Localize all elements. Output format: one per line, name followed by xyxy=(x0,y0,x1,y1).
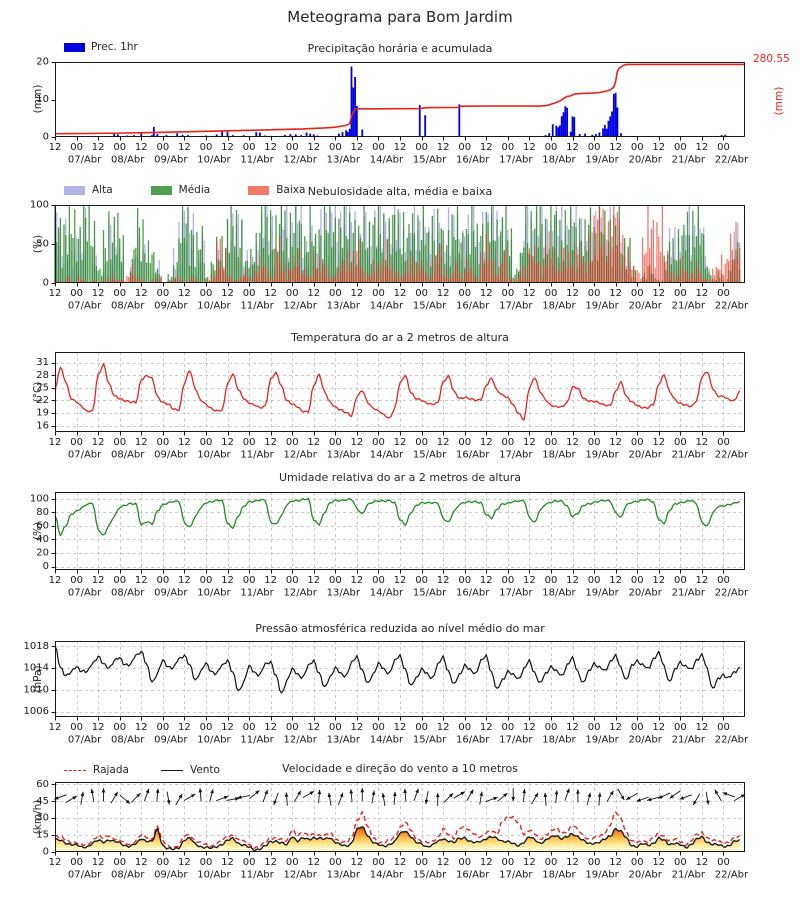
baixa-legend-label: Baixa xyxy=(276,184,306,196)
clouds-chart-title: Nebulosidade alta, média e baixa xyxy=(307,185,493,198)
pressure-chart-title: Pressão atmosférica reduzida ao nível mé… xyxy=(255,622,545,635)
media-legend-swatch xyxy=(150,185,172,195)
vento-legend-label: Vento xyxy=(189,764,220,776)
precip-chart-title: Precipitação horária e acumulada xyxy=(307,42,493,55)
page-title: Meteograma para Bom Jardim xyxy=(287,8,513,26)
temp-chart-title: Temperatura do ar a 2 metros de altura xyxy=(291,331,509,344)
rajada-legend-label: Rajada xyxy=(93,764,129,776)
precip-ylabel: (mm) xyxy=(32,84,44,114)
clouds-ylabel: (%) xyxy=(32,234,44,254)
precip-legend-label: Prec. 1hr xyxy=(91,41,138,53)
wind-chart-title: Velocidade e direção do vento a 10 metro… xyxy=(282,762,518,775)
precip-legend-swatch xyxy=(64,42,85,52)
alta-legend-swatch xyxy=(64,185,85,195)
humidity-chart-title: Umidade relativa do ar a 2 metros de alt… xyxy=(278,471,522,484)
temp-ylabel: (°C) xyxy=(32,381,44,403)
rajada-legend-line xyxy=(64,769,86,771)
wind-legend: Rajada Vento xyxy=(64,764,220,776)
pressure-ylabel: (hPa) xyxy=(32,665,44,693)
clouds-legend: Alta Média Baixa xyxy=(64,184,305,196)
media-legend-label: Média xyxy=(178,184,211,196)
baixa-legend-swatch xyxy=(248,185,270,195)
alta-legend-label: Alta xyxy=(92,184,113,196)
vento-legend-line xyxy=(160,769,183,771)
wind-ylabel: (km/h) xyxy=(32,799,44,835)
accum-total-annotation: 280.55 xyxy=(753,53,790,65)
precip-legend: Prec. 1hr xyxy=(64,41,138,53)
precip-right-ylabel: (mm) xyxy=(773,86,785,116)
humidity-ylabel: (%) xyxy=(32,521,44,541)
